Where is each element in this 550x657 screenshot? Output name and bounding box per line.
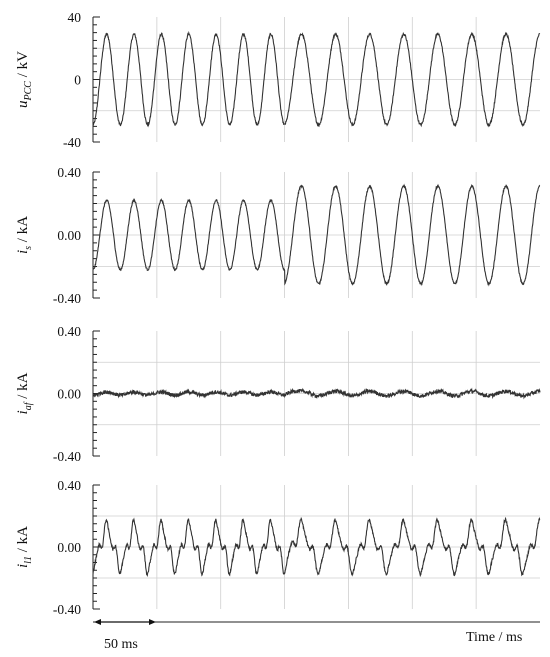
- bottom-annotations: 50 ms Time / ms: [93, 619, 540, 652]
- series-waveform: [92, 516, 541, 578]
- y-tick-label: 0.40: [57, 324, 81, 339]
- series-waveform: [92, 387, 541, 400]
- panel-2: 0.40 0.00 -0.40 is / kA: [15, 165, 541, 306]
- scale-bar-label: 50 ms: [104, 637, 138, 652]
- y-tick-label: 0: [74, 73, 81, 88]
- y-axis-title: il1 / kA: [15, 526, 34, 568]
- panel-4: 0.40 0.00 -0.40 il1 / kA: [15, 478, 541, 617]
- panel-1: 40 0 -40 uPCC / kV: [15, 10, 541, 150]
- y-tick-label: -0.40: [53, 291, 81, 306]
- y-tick-label: -0.40: [53, 449, 81, 464]
- y-tick-label: 0.40: [57, 165, 81, 180]
- y-tick-label: 40: [68, 10, 82, 25]
- series-waveform: [92, 183, 541, 287]
- scale-bar-left-arrow: [94, 619, 101, 625]
- y-tick-label: -40: [63, 135, 81, 150]
- x-axis-label: Time / ms: [466, 630, 522, 645]
- y-tick-label: 0.40: [57, 478, 81, 493]
- y-tick-label: -0.40: [53, 602, 81, 617]
- panel-3: 0.40 0.00 -0.40 iaf / kA: [15, 324, 541, 464]
- scale-bar-right-arrow: [149, 619, 156, 625]
- y-axis-title: iaf / kA: [15, 372, 34, 414]
- y-axis-title: uPCC / kV: [15, 51, 34, 108]
- series-waveform: [92, 30, 541, 128]
- y-axis-title: is / kA: [15, 216, 34, 254]
- y-tick-label: 0.00: [57, 228, 81, 243]
- y-tick-label: 0.00: [57, 540, 81, 555]
- y-tick-label: 0.00: [57, 387, 81, 402]
